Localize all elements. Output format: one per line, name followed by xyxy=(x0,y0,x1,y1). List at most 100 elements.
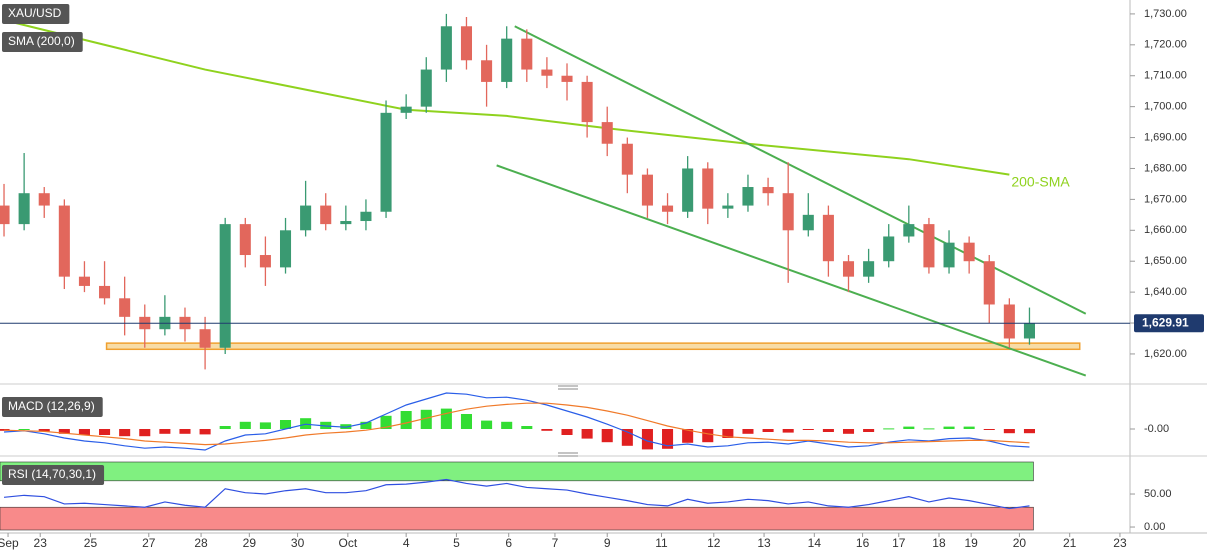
macd-histogram-bar xyxy=(641,429,653,450)
macd-histogram-bar xyxy=(782,429,794,433)
candle-body xyxy=(0,205,10,225)
candle-body xyxy=(501,38,513,82)
macd-histogram-bar xyxy=(802,429,814,430)
macd-histogram-bar xyxy=(420,409,432,429)
macd-histogram-bar xyxy=(18,429,30,430)
candle-body xyxy=(842,261,855,277)
candle-body xyxy=(641,174,653,206)
candle-body xyxy=(78,276,90,286)
support-zone xyxy=(105,342,1081,351)
macd-histogram-bar xyxy=(139,429,151,437)
macd-histogram-bar xyxy=(722,429,734,438)
x-tick-label: 20 xyxy=(1013,536,1027,550)
macd-histogram-bar xyxy=(239,421,251,429)
macd-histogram-bar xyxy=(682,429,694,443)
macd-histogram-bar xyxy=(380,415,392,429)
legend-box xyxy=(2,465,105,485)
macd-histogram-bar xyxy=(983,429,995,430)
oversold-zone xyxy=(0,506,1034,531)
candle-body xyxy=(863,261,875,277)
candle-body xyxy=(702,168,714,209)
candle-body xyxy=(219,224,231,348)
macd-histogram-bar xyxy=(58,429,70,434)
x-tick-label: 30 xyxy=(291,536,305,550)
overbought-zone xyxy=(0,461,1034,482)
candle-body xyxy=(99,285,111,299)
candle-body xyxy=(601,122,613,144)
rsi-line xyxy=(3,478,1030,510)
macd-histogram-bar xyxy=(863,429,875,432)
x-tick-label: 29 xyxy=(243,536,257,550)
macd-histogram-bar xyxy=(903,426,915,429)
macd-histogram-bar xyxy=(279,420,292,429)
x-tick-label: 4 xyxy=(403,536,410,550)
candle-body xyxy=(239,224,251,256)
macd-signal-line xyxy=(4,402,1030,446)
y-tick-label: 1,690.00 xyxy=(1144,131,1187,143)
x-tick-label: 16 xyxy=(856,536,870,550)
y-tick-label: 1,670.00 xyxy=(1144,193,1187,205)
candle-body xyxy=(983,261,995,305)
y-tick-label: 1,710.00 xyxy=(1144,70,1187,82)
sma-annotation: 200-SMA xyxy=(1011,173,1070,189)
candle-body xyxy=(38,193,50,206)
legend-box xyxy=(2,397,103,417)
candle-body xyxy=(460,26,473,61)
macd-histogram-bar xyxy=(742,429,754,434)
macd-histogram-bar xyxy=(219,426,231,429)
x-tick-label: 19 xyxy=(964,536,978,550)
candle-body xyxy=(58,205,70,277)
x-tick-label: 23 xyxy=(34,536,48,550)
candle-body xyxy=(742,187,754,206)
candle-body xyxy=(481,60,493,82)
y-tick-label: -0.00 xyxy=(1144,423,1169,435)
candle-body xyxy=(621,143,633,175)
sma-line xyxy=(3,19,1010,176)
y-tick-label: 1,640.00 xyxy=(1144,286,1187,298)
macd-histogram-bar xyxy=(99,429,111,435)
legend-label: RSI (14,70,30,1) xyxy=(8,467,96,481)
candle-body xyxy=(802,214,814,231)
macd-histogram-bar xyxy=(923,428,935,430)
macd-line xyxy=(3,392,1030,451)
x-tick-label: 5 xyxy=(453,536,460,550)
candle-body xyxy=(18,193,30,225)
macd-histogram-bar xyxy=(541,429,553,431)
macd-histogram-bar xyxy=(762,429,774,432)
candle-body xyxy=(1023,323,1035,339)
candle-body xyxy=(541,69,553,76)
y-tick-label: 0.00 xyxy=(1144,521,1165,533)
macd-histogram-bar xyxy=(179,429,191,434)
macd-histogram-bar xyxy=(440,408,452,429)
candle-body xyxy=(340,221,352,225)
candle-body xyxy=(782,193,794,231)
x-tick-label: 9 xyxy=(604,536,611,550)
macd-histogram-bar xyxy=(481,420,493,429)
legend-label: XAU/USD xyxy=(8,6,62,20)
candle-body xyxy=(300,205,312,231)
candle-body xyxy=(943,242,955,268)
legend-box xyxy=(2,32,83,52)
macd-histogram-bar xyxy=(963,426,975,429)
candle-body xyxy=(662,205,674,212)
candle-body xyxy=(822,214,834,262)
x-tick-label: 27 xyxy=(142,536,156,550)
y-tick-label: 1,730.00 xyxy=(1144,8,1187,20)
candle-body xyxy=(883,236,895,262)
x-tick-label: 12 xyxy=(707,536,721,550)
macd-histogram-bar xyxy=(601,429,613,443)
legend-label: MACD (12,26,9) xyxy=(8,399,95,413)
x-tick-label: 13 xyxy=(757,536,771,550)
candle-body xyxy=(199,329,211,348)
macd-histogram-bar xyxy=(78,429,90,435)
legend-label: SMA (200,0) xyxy=(8,34,75,48)
macd-histogram-bar xyxy=(842,429,855,434)
x-tick-label: Sep xyxy=(0,536,19,550)
candle-body xyxy=(320,205,332,225)
macd-histogram-bar xyxy=(581,429,593,439)
macd-histogram-bar xyxy=(561,429,573,435)
macd-histogram-bar xyxy=(521,426,533,429)
y-tick-label: 1,660.00 xyxy=(1144,224,1187,236)
x-tick-label: 11 xyxy=(655,536,668,550)
